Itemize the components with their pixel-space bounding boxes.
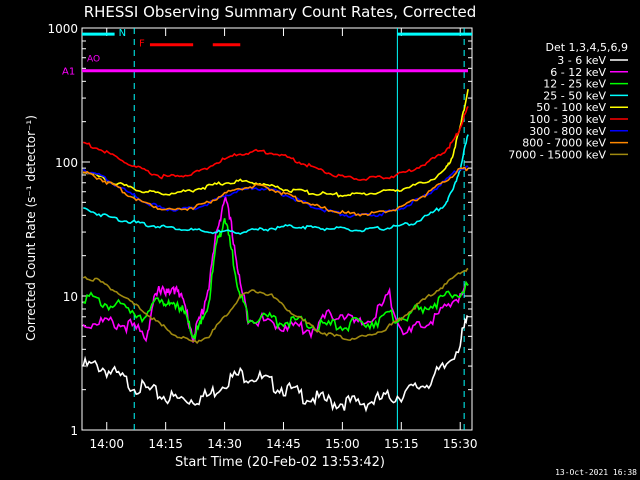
timestamp-label: 13-Oct-2021 16:38 [555, 468, 637, 477]
series-line [82, 166, 469, 217]
series-line [82, 314, 469, 413]
series-line [82, 88, 469, 198]
x-tick-label: 14:15 [148, 437, 183, 451]
x-tick-label: 14:45 [266, 437, 301, 451]
series-line [83, 134, 469, 235]
x-tick-label: 15:00 [325, 437, 360, 451]
x-tick-label: 15:30 [443, 437, 478, 451]
state-label: N [119, 28, 126, 39]
y-tick-label: 1 [70, 424, 78, 438]
legend-entry: 3 - 6 keV [557, 54, 606, 67]
series-line [82, 218, 469, 342]
x-tick-label: 15:15 [384, 437, 419, 451]
y-axis-label: Corrected Count Rate (s⁻¹ detector⁻¹) [24, 115, 38, 341]
plot-frame [81, 27, 473, 431]
legend-entry: 25 - 50 keV [543, 89, 606, 102]
series-line [82, 193, 469, 343]
legend-entry: 7000 - 15000 keV [508, 148, 606, 161]
series-line [82, 105, 469, 182]
attenuator-label: A1 [62, 67, 75, 78]
series-line [82, 165, 469, 219]
legend-header: Det 1,3,4,5,6,9 [545, 41, 628, 54]
legend-entry: 12 - 25 keV [543, 78, 606, 91]
legend-entry: 100 - 300 keV [529, 113, 606, 126]
plot-layer: 1 10 100 1000 14:00 14:15 14:30 14:45 15:00 15:15… [47, 22, 628, 451]
x-axis-label: Start Time (20-Feb-02 13:53:42) [175, 455, 385, 470]
legend-entry: 50 - 100 keV [536, 101, 606, 114]
y-tick-label: 1000 [47, 22, 78, 36]
state-label: F [139, 39, 145, 50]
annotation-label: AO [87, 55, 100, 65]
y-tick-label: 10 [63, 290, 78, 304]
legend-entry: 800 - 7000 keV [522, 137, 606, 150]
x-tick-label: 14:00 [89, 437, 124, 451]
series-line [82, 267, 469, 345]
legend-entry: 300 - 800 keV [529, 125, 606, 138]
x-tick-label: 14:30 [207, 437, 242, 451]
y-tick-label: 100 [55, 156, 78, 170]
chart-title: RHESSI Observing Summary Count Rates, Co… [84, 3, 477, 21]
legend-entry: 6 - 12 keV [550, 66, 606, 79]
